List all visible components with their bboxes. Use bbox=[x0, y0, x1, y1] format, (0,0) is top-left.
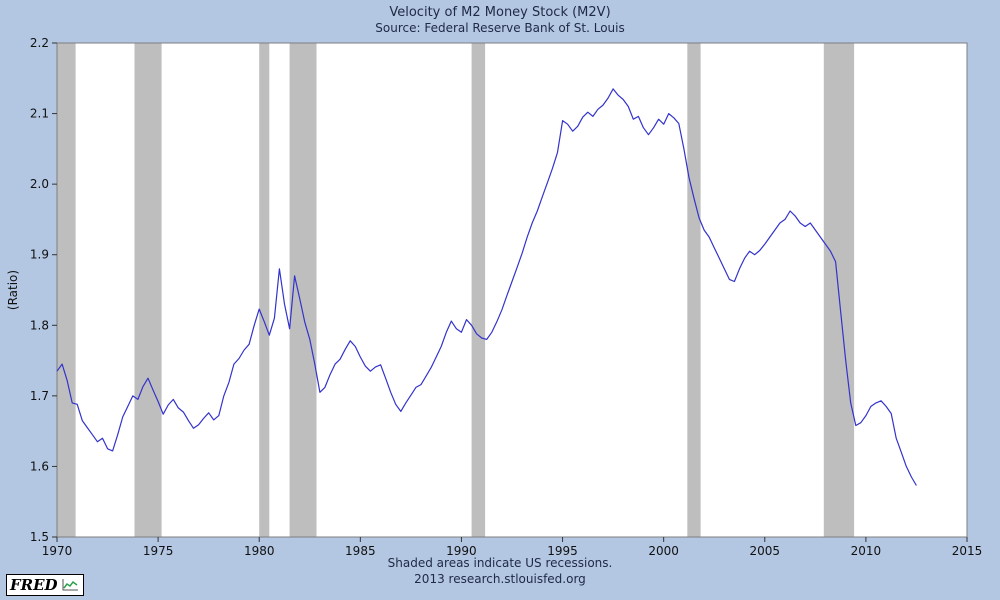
y-tick-label: 2.0 bbox=[30, 177, 49, 191]
recession-band bbox=[134, 43, 162, 537]
x-tick-label: 1980 bbox=[244, 544, 275, 558]
recession-band bbox=[259, 43, 270, 537]
m2v-series-line bbox=[56, 88, 917, 486]
y-tick-label: 1.8 bbox=[30, 318, 49, 332]
fred-logo: FRED bbox=[6, 574, 84, 596]
fred-logo-text: FRED bbox=[10, 575, 58, 594]
recession-band bbox=[471, 43, 486, 537]
y-tick-label: 2.1 bbox=[30, 107, 49, 121]
x-tick-label: 1975 bbox=[143, 544, 174, 558]
y-tick-label: 1.7 bbox=[30, 389, 49, 403]
recession-band bbox=[687, 43, 701, 537]
line-chart-icon bbox=[62, 579, 78, 591]
chart-subtitle: Source: Federal Reserve Bank of St. Loui… bbox=[375, 21, 625, 35]
recession-note: Shaded areas indicate US recessions. bbox=[387, 556, 613, 570]
plot-area bbox=[57, 43, 967, 537]
recession-band bbox=[289, 43, 317, 537]
y-tick-label: 2.2 bbox=[30, 36, 49, 50]
plot-border bbox=[56, 42, 968, 538]
x-tick-label: 2015 bbox=[952, 544, 983, 558]
x-tick-label: 2010 bbox=[851, 544, 882, 558]
x-tick-label: 2005 bbox=[750, 544, 781, 558]
x-tick-label: 1990 bbox=[446, 544, 477, 558]
y-tick-label: 1.5 bbox=[30, 530, 49, 544]
x-tick-label: 2000 bbox=[648, 544, 679, 558]
y-tick-label: 1.6 bbox=[30, 459, 49, 473]
x-tick-label: 1995 bbox=[547, 544, 578, 558]
x-tick-label: 1985 bbox=[345, 544, 376, 558]
chart-title: Velocity of M2 Money Stock (M2V) bbox=[389, 5, 611, 20]
source-credit: 2013 research.stlouisfed.org bbox=[414, 572, 586, 586]
y-axis-label: (Ratio) bbox=[6, 269, 20, 311]
x-tick-label: 1970 bbox=[42, 544, 73, 558]
y-tick-label: 1.9 bbox=[30, 248, 49, 262]
recession-band bbox=[57, 43, 76, 537]
